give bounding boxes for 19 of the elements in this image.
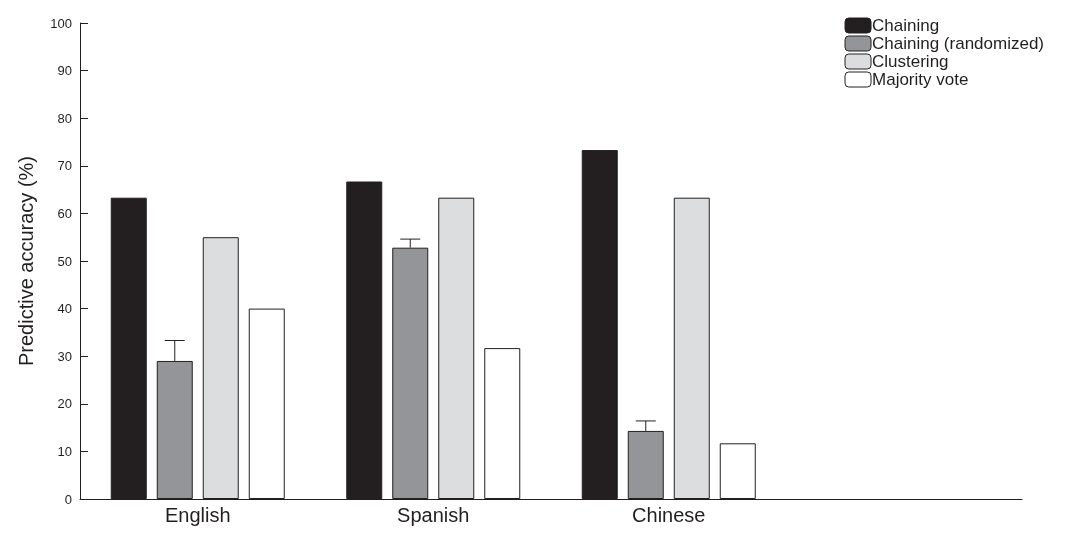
y-tick-label: 100 — [50, 15, 72, 31]
legend-label: Clustering — [872, 52, 949, 71]
legend-label: Chaining — [872, 16, 940, 35]
y-tick-label: 90 — [57, 63, 72, 79]
y-tick-label: 50 — [57, 253, 72, 269]
x-tick-label: Spanish — [397, 504, 470, 526]
y-tick-label: 40 — [57, 301, 72, 317]
x-tick-label: English — [164, 504, 231, 526]
y-tick-label: 70 — [57, 158, 72, 174]
y-tick-label: 60 — [57, 205, 72, 221]
x-tick-label: Chinese — [632, 504, 706, 526]
y-tick-label: 20 — [57, 396, 72, 412]
legend-label: Majority vote — [872, 70, 969, 89]
legend-label: Chaining (randomized) — [872, 34, 1045, 53]
y-tick-label: 0 — [64, 491, 72, 507]
y-tick-label: 30 — [57, 348, 72, 364]
y-tick-label: 80 — [57, 110, 72, 126]
y-axis-title: Predictive accuracy (%) — [15, 155, 37, 367]
y-tick-label: 10 — [57, 443, 72, 459]
